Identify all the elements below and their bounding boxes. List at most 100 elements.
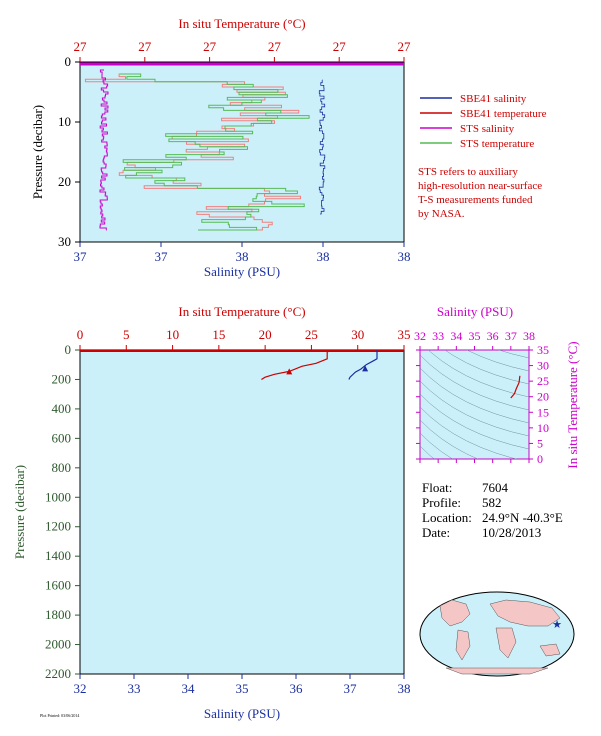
ts-contour-2 — [466, 350, 529, 372]
ts-series — [510, 375, 521, 399]
ts-contour-1 — [498, 350, 529, 359]
main-temp-tick-label-6: 30 — [351, 327, 364, 342]
top-temp-tick-label-3: 27 — [268, 39, 282, 54]
top-sal-tick-label-2: 38 — [236, 249, 249, 264]
ts-temp-tick-label-0: 0 — [537, 452, 543, 466]
float-info-value-2: 582 — [482, 495, 502, 510]
main-pressure-tick-label-10: 2000 — [45, 637, 71, 652]
ts-salinity-ticks: 32 33 34 35 36 37 38 — [414, 329, 535, 463]
main-pressure-ticks: 0 200 400 600 800 1000 1200 1400 1600 1800 2000 220… — [45, 342, 80, 681]
main-temp-tick-label-4: 20 — [259, 327, 272, 342]
top-sbe41-salinity-line — [318, 79, 326, 215]
top-sal-tick-label-0: 37 — [74, 249, 88, 264]
ts-temp-axis-label: In situ Temperature (°C) — [565, 341, 580, 468]
main-pressure-tick-label-8: 1600 — [45, 578, 71, 593]
main-sal-tick-label-1: 33 — [128, 681, 141, 696]
main-pressure-axis-label: Pressure (decibar) — [12, 465, 27, 559]
top-sbe41-temperature-line — [84, 73, 301, 231]
main-temp-tick-label-5: 25 — [305, 327, 318, 342]
map-land-northamerica — [439, 599, 471, 627]
main-temp-tick-label-7: 35 — [398, 327, 411, 342]
ts-diagram-panel: Salinity (PSU) 32 33 34 35 36 37 38 In situ Te… — [414, 304, 580, 469]
main-pressure-tick-label-9: 1800 — [45, 607, 71, 622]
float-info-value-4: 10/28/2013 — [482, 525, 541, 540]
ts-sal-tick-label-1: 33 — [432, 329, 444, 343]
ts-sal-tick-label-4: 36 — [487, 329, 499, 343]
ts-temp-tick-label-5: 25 — [537, 374, 549, 388]
ts-contour-3 — [444, 350, 529, 385]
top-sal-tick-label-4: 38 — [398, 249, 411, 264]
top-temp-tick-label-1: 27 — [138, 39, 152, 54]
ts-plot-area — [419, 349, 530, 460]
map-land-eurasia — [489, 599, 561, 627]
main-salinity-axis-label: Salinity (PSU) — [204, 706, 280, 721]
top-temp-tick-label-5: 27 — [398, 39, 412, 54]
world-map: ★ — [419, 591, 575, 677]
main-temp-ticks: 0 5 10 15 20 25 30 35 — [77, 327, 411, 350]
ts-contour-9 — [420, 406, 518, 459]
ts-temp-tick-label-3: 15 — [537, 405, 549, 419]
main-sal-tick-label-0: 32 — [74, 681, 87, 696]
main-panel: In situ Temperature (°C) 0 5 10 15 20 25 30 35 … — [12, 304, 411, 721]
main-sal-tick-label-5: 37 — [344, 681, 358, 696]
main-pressure-tick-label-4: 800 — [52, 460, 72, 475]
main-pressure-tick-label-7: 1400 — [45, 548, 71, 563]
top-pressure-axis-label: Pressure (decibar) — [30, 105, 45, 199]
note-line-3: T-S measurements funded — [418, 194, 533, 206]
ts-contour-10 — [420, 419, 479, 459]
top-plot-area — [79, 61, 405, 243]
map-float-location-marker: ★ — [552, 619, 562, 631]
float-info-value-1: 7604 — [482, 480, 509, 495]
main-temp-axis-label: In situ Temperature (°C) — [178, 304, 305, 319]
main-sal-tick-label-2: 34 — [182, 681, 196, 696]
ts-sal-tick-label-3: 35 — [469, 329, 481, 343]
main-pressure-tick-label-6: 1200 — [45, 519, 71, 534]
legend: SBE41 salinity SBE41 temperature STS sal… — [418, 93, 547, 220]
ts-contour-4 — [427, 350, 529, 398]
ts-profile-line-0 — [510, 375, 521, 399]
float-info-key-2: Profile: — [422, 495, 461, 510]
top-temp-tick-label-4: 27 — [333, 39, 347, 54]
footer-print-date: Plot Printed: 03/06/2014 — [40, 713, 79, 718]
main-pressure-tick-label-5: 1000 — [45, 489, 71, 504]
ts-sal-tick-label-0: 32 — [414, 329, 426, 343]
main-sal-tick-label-3: 35 — [236, 681, 249, 696]
ts-contour-5 — [420, 354, 529, 411]
main-temperature-marker — [286, 368, 293, 375]
ts-density-contours — [420, 350, 529, 459]
main-sal-tick-label-4: 36 — [290, 681, 304, 696]
main-salinity-marker — [362, 365, 369, 372]
map-land-southamerica — [455, 629, 471, 661]
top-sal-tick-label-1: 37 — [155, 249, 169, 264]
float-info: Float: 7604 Profile: 582 Location: 24.9°… — [422, 480, 563, 540]
ts-temp-tick-label-7: 35 — [537, 343, 549, 357]
top-pressure-tick-label-3: 30 — [58, 234, 71, 249]
main-pressure-tick-label-0: 0 — [65, 342, 72, 357]
top-temp-tick-label-2: 27 — [203, 39, 217, 54]
main-pressure-tick-label-3: 600 — [52, 430, 72, 445]
main-temperature-line — [261, 350, 331, 381]
ts-temp-tick-label-1: 5 — [537, 436, 543, 450]
main-series — [80, 350, 404, 381]
main-temp-tick-label-1: 5 — [123, 327, 130, 342]
map-land-africa — [495, 627, 517, 659]
legend-label-sts-salinity: STS salinity — [460, 123, 515, 135]
note-line-2: high-resolution near-surface — [418, 180, 542, 192]
top-temp-tick-label-0: 27 — [74, 39, 88, 54]
top-series — [80, 62, 404, 231]
top-temp-ticks: 27 27 27 27 27 27 — [74, 39, 412, 62]
ts-contour-7 — [420, 380, 529, 437]
top-pressure-ticks: 0 10 20 30 — [58, 54, 80, 249]
legend-label-sbe41-salinity: SBE41 salinity — [460, 93, 527, 105]
main-temp-tick-label-2: 10 — [166, 327, 179, 342]
float-info-key-3: Location: — [422, 510, 472, 525]
main-pressure-tick-label-2: 400 — [52, 401, 72, 416]
legend-label-sbe41-temperature: SBE41 temperature — [460, 108, 547, 120]
top-salinity-ticks: 37 37 38 38 38 — [74, 242, 411, 264]
main-plot-area — [79, 349, 405, 675]
main-sal-tick-label-6: 38 — [398, 681, 411, 696]
map-land-antarctica — [445, 667, 549, 675]
ts-temp-tick-label-4: 20 — [537, 390, 549, 404]
